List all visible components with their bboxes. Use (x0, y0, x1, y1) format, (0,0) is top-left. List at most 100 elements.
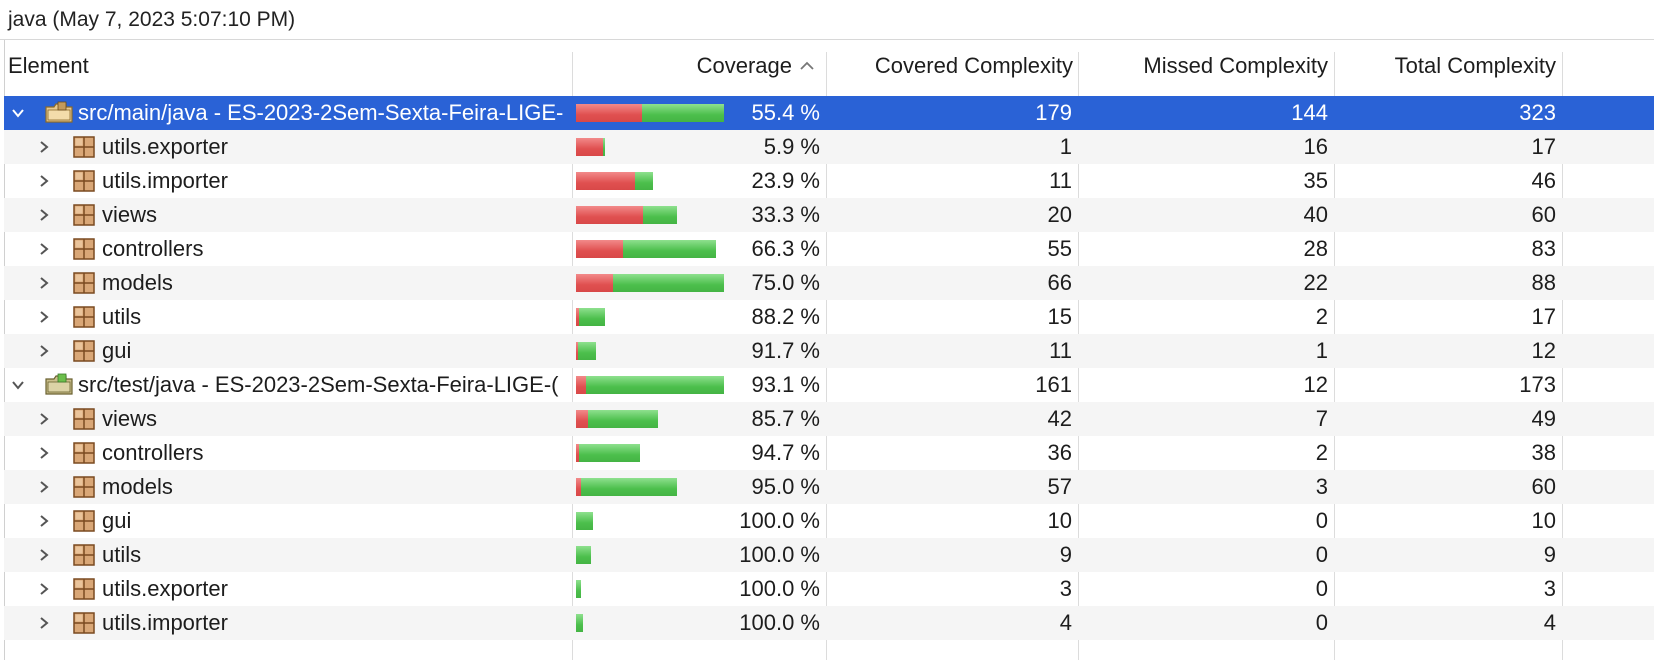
missed-complexity-value: 0 (1315, 610, 1328, 635)
missed-bar-segment (576, 444, 580, 462)
element-name: utils (102, 304, 142, 329)
coverage-bar (576, 410, 659, 428)
coverage-bar (576, 172, 654, 190)
coverage-bar (576, 342, 597, 360)
coverage-bar (576, 614, 583, 632)
element-name: views (102, 202, 158, 227)
chevron-right-icon[interactable] (34, 572, 54, 606)
column-header-label: Missed Complexity (1143, 53, 1328, 78)
coverage-value: 100.0 % (739, 610, 820, 635)
total-complexity-value: 83 (1531, 236, 1556, 261)
table-row[interactable]: gui 100.0 % 10 0 10 (4, 504, 1654, 538)
table-row[interactable]: src/main/java - ES-2023-2Sem-Sexta-Feira… (4, 96, 1654, 130)
total-complexity-value: 49 (1531, 406, 1556, 431)
table-row[interactable]: utils.importer 100.0 % 4 0 4 (4, 606, 1654, 640)
table-row[interactable]: gui 91.7 % 11 1 12 (4, 334, 1654, 368)
covered-complexity-value: 55 (1047, 236, 1072, 261)
table-row[interactable]: utils.exporter 5.9 % 1 16 17 (4, 130, 1654, 164)
missed-complexity-value: 22 (1303, 270, 1328, 295)
missed-complexity-value: 12 (1303, 372, 1328, 397)
chevron-right-icon[interactable] (34, 504, 54, 538)
total-complexity-value: 10 (1531, 508, 1556, 533)
covered-complexity-value: 4 (1059, 610, 1072, 635)
missed-complexity-value: 16 (1303, 134, 1328, 159)
missed-bar-segment (576, 138, 603, 156)
missed-complexity-value: 2 (1315, 304, 1328, 329)
package-icon (72, 475, 96, 499)
table-row[interactable]: controllers 66.3 % 55 28 83 (4, 232, 1654, 266)
column-header-missed-complexity[interactable]: Missed Complexity (1078, 40, 1328, 92)
missed-bar-segment (576, 240, 624, 258)
covered-bar-segment (576, 512, 593, 530)
chevron-right-icon[interactable] (34, 538, 54, 572)
table-row[interactable]: views 85.7 % 42 7 49 (4, 402, 1654, 436)
covered-complexity-value: 1 (1059, 134, 1072, 159)
table-row[interactable]: controllers 94.7 % 36 2 38 (4, 436, 1654, 470)
total-complexity-value: 60 (1531, 202, 1556, 227)
covered-complexity-value: 11 (1049, 338, 1072, 363)
column-header-coverage[interactable]: Coverage (574, 40, 814, 92)
table-row[interactable]: utils 88.2 % 15 2 17 (4, 300, 1654, 334)
chevron-right-icon[interactable] (34, 300, 54, 334)
covered-complexity-value: 179 (1035, 100, 1072, 125)
table-row[interactable]: utils.exporter 100.0 % 3 0 3 (4, 572, 1654, 606)
package-icon (72, 339, 96, 363)
package-icon (72, 203, 96, 227)
package-icon (72, 509, 96, 533)
column-header-element[interactable]: Element (4, 40, 568, 92)
missed-complexity-value: 1 (1315, 338, 1328, 363)
covered-bar-segment (576, 614, 583, 632)
covered-bar-segment (623, 240, 716, 258)
total-complexity-value: 38 (1531, 440, 1556, 465)
coverage-bar (576, 444, 640, 462)
table-row[interactable]: utils 100.0 % 9 0 9 (4, 538, 1654, 572)
missed-complexity-value: 35 (1303, 168, 1328, 193)
missed-complexity-value: 0 (1315, 542, 1328, 567)
chevron-down-icon[interactable] (8, 96, 28, 130)
test-source-folder-icon (44, 373, 74, 397)
source-folder-icon (44, 101, 74, 125)
coverage-value: 91.7 % (751, 338, 821, 363)
chevron-right-icon[interactable] (34, 266, 54, 300)
chevron-right-icon[interactable] (34, 164, 54, 198)
chevron-right-icon[interactable] (34, 436, 54, 470)
coverage-value: 33.3 % (751, 202, 821, 227)
table-row[interactable]: models 95.0 % 57 3 60 (4, 470, 1654, 504)
element-name: utils.importer (102, 168, 228, 193)
element-name: controllers (102, 440, 204, 465)
chevron-right-icon[interactable] (34, 232, 54, 266)
chevron-right-icon[interactable] (34, 130, 54, 164)
chevron-right-icon[interactable] (34, 198, 54, 232)
covered-bar-segment (613, 274, 724, 292)
coverage-bar (576, 104, 724, 122)
coverage-value: 94.7 % (751, 440, 821, 465)
total-complexity-value: 17 (1531, 134, 1556, 159)
coverage-value: 5.9 % (763, 134, 820, 159)
package-icon (72, 407, 96, 431)
covered-complexity-value: 20 (1047, 202, 1072, 227)
coverage-value: 100.0 % (739, 576, 820, 601)
chevron-down-icon[interactable] (8, 368, 28, 402)
element-name: gui (102, 508, 132, 533)
coverage-bar (576, 478, 677, 496)
chevron-right-icon[interactable] (34, 606, 54, 640)
chevron-right-icon[interactable] (34, 334, 54, 368)
table-row[interactable]: views 33.3 % 20 40 60 (4, 198, 1654, 232)
missed-bar-segment (576, 104, 642, 122)
missed-bar-segment (576, 274, 613, 292)
column-header-total-complexity[interactable]: Total Complexity (1334, 40, 1556, 92)
coverage-bar (576, 138, 605, 156)
chevron-right-icon[interactable] (34, 402, 54, 436)
covered-complexity-value: 42 (1047, 406, 1072, 431)
table-row[interactable]: utils.importer 23.9 % 11 35 46 (4, 164, 1654, 198)
covered-complexity-value: 66 (1047, 270, 1072, 295)
coverage-bar (576, 206, 677, 224)
table-row[interactable]: models 75.0 % 66 22 88 (4, 266, 1654, 300)
chevron-right-icon[interactable] (34, 470, 54, 504)
missed-bar-segment (576, 410, 588, 428)
column-header-covered-complexity[interactable]: Covered Complexity (826, 40, 1073, 92)
package-icon (72, 135, 96, 159)
missed-bar-segment (576, 342, 578, 360)
table-row[interactable]: src/test/java - ES-2023-2Sem-Sexta-Feira… (4, 368, 1654, 402)
total-complexity-value: 12 (1531, 338, 1556, 363)
